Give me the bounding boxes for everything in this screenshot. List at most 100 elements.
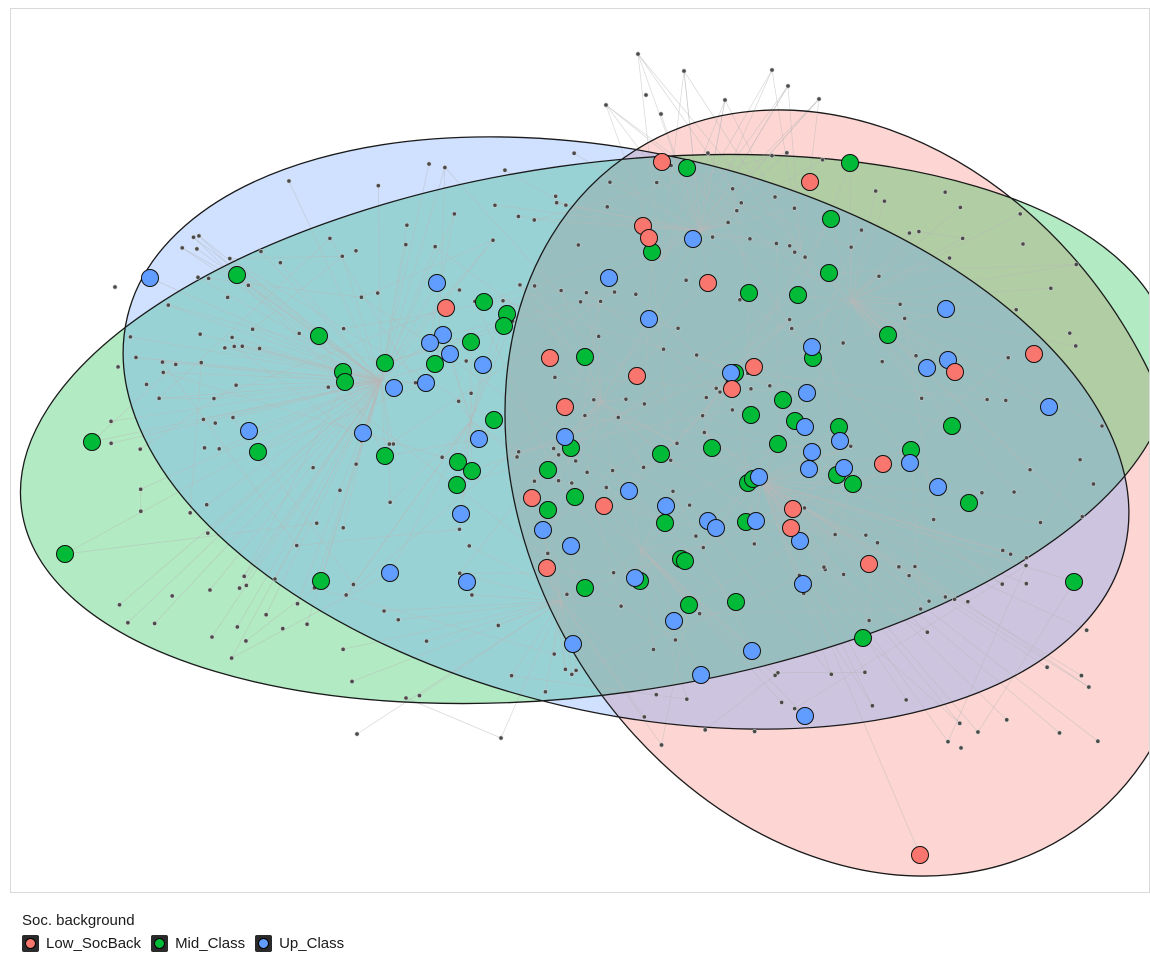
network-edge: [565, 282, 709, 415]
legend-label-up-class: Up_Class: [279, 935, 345, 952]
small-node: [125, 620, 131, 626]
node-up-class: [458, 573, 476, 591]
network-edge: [600, 398, 626, 402]
network-edge: [640, 548, 690, 606]
node-mid-class: [312, 572, 330, 590]
network-edge: [168, 304, 386, 364]
network-edge: [519, 284, 602, 402]
network-edge: [600, 400, 644, 468]
network-edge: [343, 328, 495, 421]
small-node: [230, 415, 236, 420]
node-up-class: [831, 432, 849, 450]
small-node: [670, 488, 676, 494]
small-node: [152, 621, 158, 626]
small-node: [160, 359, 165, 365]
node-mid-class: [854, 629, 872, 647]
network-edge: [380, 167, 446, 382]
small-node: [684, 696, 690, 702]
small-node: [165, 302, 171, 308]
small-node: [403, 242, 409, 247]
network-edge: [760, 480, 1048, 668]
small-node: [340, 646, 346, 652]
node-up-class: [918, 359, 936, 377]
small-node: [387, 499, 393, 505]
node-up-class: [937, 300, 955, 318]
small-node: [117, 602, 122, 608]
network-edge: [704, 432, 930, 602]
node-mid-class: [676, 552, 694, 570]
node-low-socback: [946, 363, 964, 381]
small-node: [277, 260, 283, 266]
network-edge: [380, 380, 394, 445]
node-up-class: [747, 512, 765, 530]
small-node: [466, 543, 472, 549]
small-node: [957, 204, 963, 210]
network-edge: [910, 449, 921, 610]
small-node: [359, 294, 364, 300]
node-mid-class: [879, 326, 897, 344]
small-node: [353, 248, 359, 254]
network-edge: [605, 104, 702, 232]
network-edge: [804, 257, 852, 447]
network-edge: [341, 256, 382, 382]
small-node: [882, 198, 887, 204]
network-edge: [672, 491, 753, 649]
small-node: [286, 178, 292, 184]
small-node: [509, 673, 514, 679]
node-up-class: [141, 269, 159, 287]
node-up-class: [640, 310, 658, 328]
network-edge: [600, 400, 678, 444]
small-node: [792, 706, 798, 712]
network-edge: [760, 426, 840, 482]
network-edge: [686, 167, 702, 232]
small-node: [432, 244, 438, 249]
small-node: [1011, 489, 1017, 495]
small-node: [697, 611, 703, 616]
network-edge: [318, 335, 382, 382]
network-edge: [760, 480, 1087, 631]
small-node: [245, 282, 251, 288]
small-node: [975, 729, 981, 735]
small-node: [339, 253, 345, 259]
network-edge: [456, 420, 472, 486]
small-node: [1084, 627, 1090, 633]
up-class-dot-icon: [258, 938, 270, 949]
node-mid-class: [822, 210, 840, 228]
small-node: [138, 508, 144, 514]
network-edge: [760, 440, 841, 482]
network-edge: [850, 287, 1051, 302]
network-edge: [850, 300, 1009, 359]
small-node: [231, 343, 237, 349]
small-node: [272, 576, 278, 582]
small-node: [999, 581, 1005, 587]
network-edge: [500, 600, 562, 739]
node-mid-class: [1065, 573, 1083, 591]
network-edge: [605, 104, 738, 211]
network-edge: [252, 328, 382, 382]
small-node: [787, 317, 792, 322]
network-edge: [239, 380, 382, 589]
small-node: [205, 530, 211, 536]
small-node: [243, 582, 249, 588]
node-mid-class: [576, 348, 594, 366]
small-node: [222, 345, 228, 351]
small-node: [717, 389, 723, 395]
network-edge: [776, 243, 780, 451]
network-edge: [802, 583, 960, 724]
small-node: [1005, 355, 1011, 361]
small-node: [354, 731, 360, 737]
network-edge: [850, 300, 988, 400]
small-node: [1073, 262, 1079, 267]
network-edge: [566, 414, 779, 445]
small-node: [687, 502, 693, 508]
small-node: [912, 564, 918, 569]
node-up-class: [929, 478, 947, 496]
network-edge: [760, 480, 1060, 734]
small-node: [375, 183, 381, 189]
small-node: [404, 222, 410, 228]
small-node: [641, 714, 647, 720]
small-node: [700, 545, 706, 550]
network-edge: [380, 213, 455, 382]
network-edge: [830, 218, 852, 302]
small-node: [426, 161, 432, 167]
